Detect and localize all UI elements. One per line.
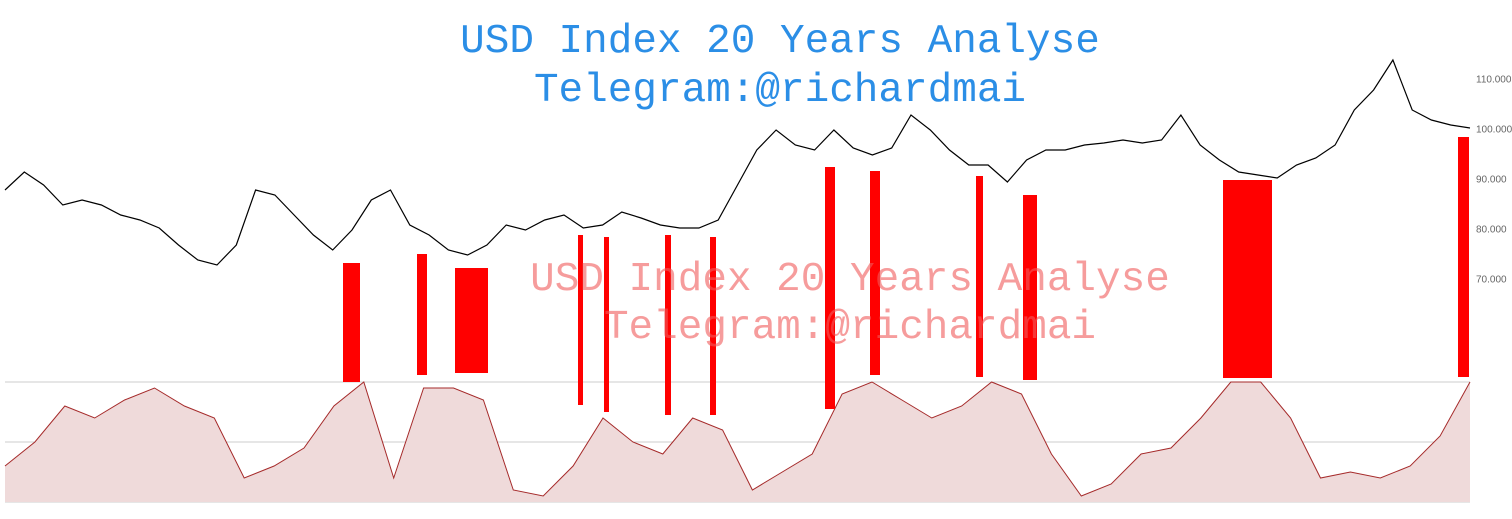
y-tick-label: 110.000 <box>1476 75 1512 86</box>
highlight-bar <box>1223 180 1272 378</box>
y-tick-label: 90.000 <box>1476 175 1507 186</box>
y-tick-label: 80.000 <box>1476 225 1507 236</box>
y-tick-label: 100.000 <box>1476 125 1512 136</box>
highlight-bar <box>665 235 671 415</box>
highlight-bar <box>825 167 835 409</box>
highlight-bar <box>976 176 983 377</box>
highlight-bar <box>1023 195 1037 380</box>
highlight-bar <box>1458 137 1469 377</box>
highlight-bar <box>710 237 716 415</box>
area-line <box>4 381 1471 497</box>
highlight-bar <box>870 171 880 375</box>
watermark: USD Index 20 Years Analyse <box>530 257 1170 303</box>
price-line <box>4 58 1471 266</box>
chart-subtitle: Telegram:@richardmai <box>534 68 1026 114</box>
highlight-bar <box>343 263 360 382</box>
highlight-bar <box>455 268 488 373</box>
highlight-bar <box>417 254 427 375</box>
watermark: Telegram:@richardmai <box>604 305 1096 351</box>
chart-title: USD Index 20 Years Analyse <box>460 19 1100 65</box>
highlight-bar <box>604 237 609 412</box>
highlight-bar <box>578 235 583 405</box>
highlight-bars <box>343 137 1469 415</box>
area-fill <box>5 382 1470 502</box>
y-tick-label: 70.000 <box>1476 275 1507 286</box>
